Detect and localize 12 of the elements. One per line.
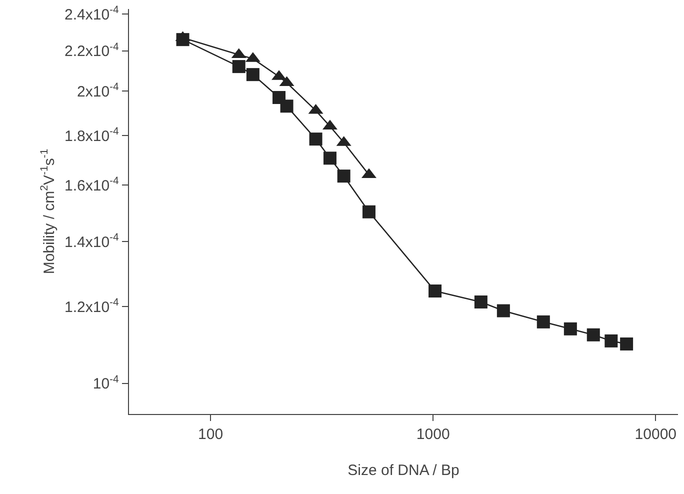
y-tick-label: 1.4x10$^{-4}$ bbox=[64, 231, 120, 251]
x-axis-title: Size of DNA / Bp bbox=[348, 462, 460, 480]
y-tick-label: 2x10$^{-4}$ bbox=[77, 81, 120, 100]
y-tick-label: 10$^{-4}$ bbox=[92, 373, 120, 393]
y-tick-label: 2.2x10$^{-4}$ bbox=[64, 40, 120, 60]
y-tick-label: 2.4x10$^{-4}$ bbox=[64, 4, 120, 24]
y-tick-label: 1.6x10$^{-4}$ bbox=[64, 175, 120, 194]
y-tick-label: 1.2x10$^{-4}$ bbox=[64, 296, 120, 316]
y-tick-label: 1.8x10$^{-4}$ bbox=[64, 126, 120, 145]
x-tick-label: 100 bbox=[198, 426, 224, 444]
x-tick-label: 10000 bbox=[634, 426, 677, 444]
x-tick-label: 1000 bbox=[416, 426, 450, 444]
